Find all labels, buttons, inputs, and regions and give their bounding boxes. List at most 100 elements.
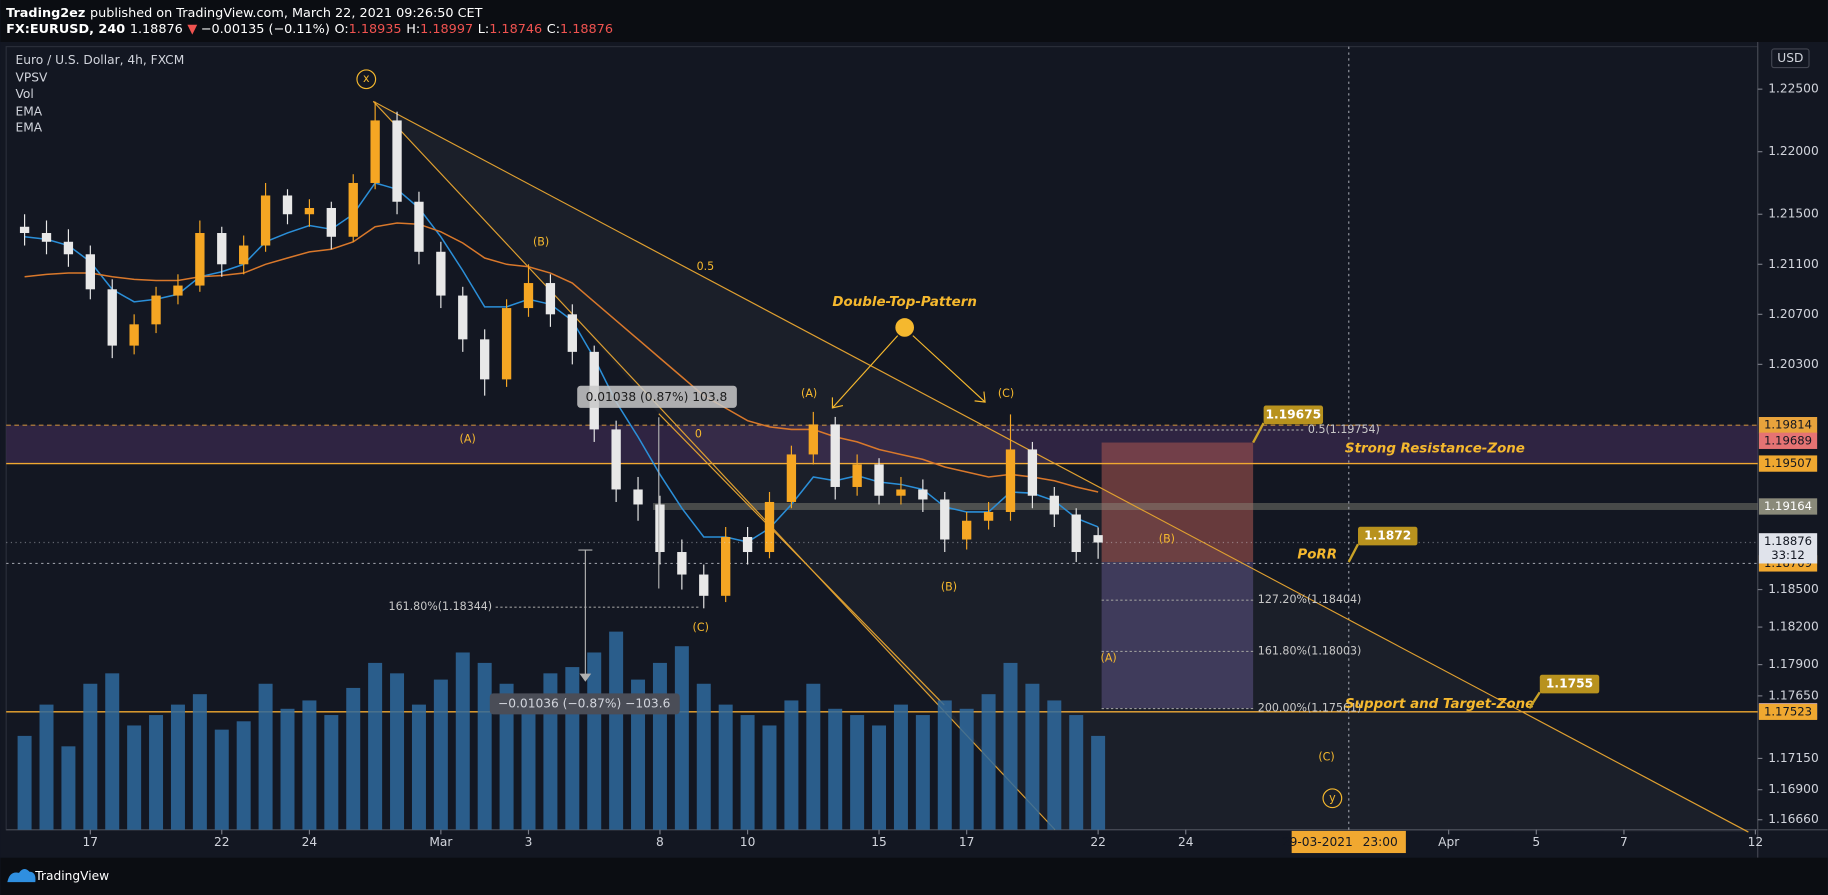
candle-body [633,489,643,505]
fib-label: 127.20%(1.18404) [1258,593,1362,606]
level-tag: 1.19507 [1764,456,1812,470]
annotation: Strong Resistance-Zone [1345,442,1525,457]
candle-body [962,520,972,540]
x-tick-label: 17 [83,835,99,849]
legend-entry: VPSV [16,71,48,85]
measure-label: 0.01038 (0.87%) 103.8 [586,390,728,404]
pattern-arrowhead [831,397,844,409]
currency-label[interactable]: USD [1777,51,1803,65]
l-label: L: [478,22,489,37]
header-bar [0,0,1828,42]
wave-label: (C) [998,387,1014,400]
volume-bar [828,708,843,830]
x-tick-label: 22 [214,835,230,849]
target-area [1101,562,1254,709]
volume-bar [521,700,536,830]
callout-label: 1.19675 [1265,407,1321,421]
volume-bar [324,715,339,830]
x-tick-label: 5 [1532,835,1540,849]
volume-bar [149,715,164,830]
change: −0.00135 (−0.11%) [201,22,330,37]
volume-bar [280,708,295,830]
x-tick-label: 24 [302,835,318,849]
candle-body [129,324,139,346]
candle-body [239,245,249,265]
level-tag: 1.19164 [1764,499,1812,513]
candle-body [173,285,183,296]
callout-label: 1.1755 [1546,677,1593,691]
fib-label: 0.5(1.19754) [1308,423,1380,436]
fib-label: 161.80%(1.18344) [389,600,493,613]
volume-bar [105,673,120,830]
volume-bar [411,704,426,830]
wave-label: (C) [693,621,709,634]
y-tick-label: 1.17150 [1768,751,1819,765]
wave-label: (A) [460,432,476,445]
candle-body [414,201,424,252]
wave-label: (B) [1159,533,1175,546]
change-arrow: ▼ [187,22,197,37]
x-tick-label: 7 [1620,835,1628,849]
volume-bar [740,715,755,830]
x-tick-label: 8 [656,835,664,849]
last: 1.18876 [130,22,183,37]
wave-label: y [1329,791,1336,804]
candle-body [1071,514,1081,553]
candle-body [326,207,336,237]
fib-label: 200.00%(1.17561) [1258,702,1362,715]
callout-leader [1252,422,1265,444]
candle-body [304,207,315,215]
header-line: Trading2ez published on TradingView.com, … [6,5,482,20]
candle-body [830,424,840,487]
volume-bar [981,694,996,830]
x-tick-label: 17 [959,835,975,849]
wave-label: (C) [1318,750,1334,763]
x-tick-label: 22 [1090,835,1106,849]
last-price: 1.18876 [1764,534,1812,548]
candle-body [19,226,30,234]
callout-leader [1347,543,1360,563]
annotation: Support and Target-Zone [1345,697,1534,712]
c-label: C: [547,22,560,37]
symbol: FX:EURUSD, 240 [6,22,125,37]
o-label: O: [334,22,348,37]
callout-leader [1528,691,1541,710]
candle-body [1005,449,1016,512]
candle-body [85,254,95,290]
x-tick-label: 15 [871,835,887,849]
candle-body [63,241,74,255]
candle-body [501,308,512,380]
level-tag-box [1758,417,1818,434]
level-tag: 1.19689 [1764,433,1812,447]
candle-body [217,233,227,265]
fib-label: 0.5 [697,260,715,273]
volume-bar [806,683,821,830]
volume-bar [390,673,405,830]
logo [7,869,36,883]
volume-bar [718,704,733,830]
measure-arrow [579,673,592,682]
brand: TradingView [34,869,109,883]
measure-box [577,385,737,408]
callout-label: 1.1872 [1364,529,1411,543]
author: Trading2ez [6,5,85,20]
currency-button[interactable] [1771,48,1810,69]
candle-body [567,314,577,352]
trend-line [372,100,1749,833]
crosshair-date: 29-03-2021 [1282,835,1353,849]
candle-body [808,424,818,455]
fib-label: 0 [695,428,702,441]
candle-body [918,489,928,500]
candle-body [151,295,161,325]
volume-bar [937,700,952,830]
wave-label: (B) [533,235,549,248]
level-tag-box [1758,455,1818,472]
measure-label: −0.01036 (−0.87%) −103.6 [498,696,670,710]
volume-bar [1003,662,1018,830]
volume-bar [893,704,908,830]
volume-bar [872,725,887,830]
candle-body [282,195,293,215]
volume-bar [39,704,54,830]
volume-bar [674,646,689,830]
